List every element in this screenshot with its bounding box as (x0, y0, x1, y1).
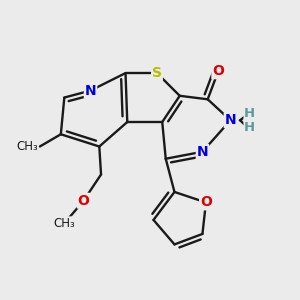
Text: O: O (212, 64, 224, 78)
Text: N: N (225, 113, 236, 127)
Text: CH₃: CH₃ (16, 140, 38, 153)
Text: O: O (78, 194, 89, 208)
Text: O: O (200, 196, 212, 209)
Text: H: H (244, 107, 255, 121)
Text: S: S (152, 66, 162, 80)
Text: H: H (244, 122, 255, 134)
Text: CH₃: CH₃ (53, 217, 75, 230)
Text: N: N (196, 145, 208, 159)
Text: N: N (85, 84, 96, 98)
